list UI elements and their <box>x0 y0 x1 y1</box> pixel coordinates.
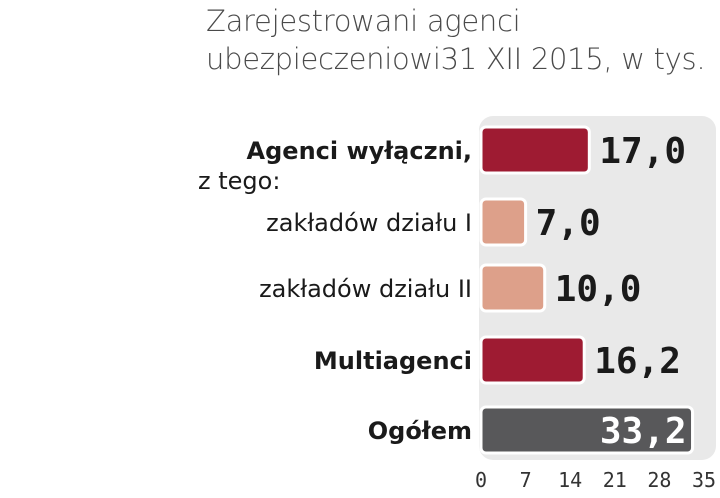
category-label: zakładów działu I <box>266 209 472 237</box>
bar <box>479 197 528 247</box>
category-label: Multiagenci <box>314 347 472 375</box>
value-label: 10,0 <box>555 269 642 310</box>
bar <box>479 263 547 313</box>
value-label: 33,2 <box>600 411 687 452</box>
bar <box>479 405 695 455</box>
x-tick-label: 35 <box>692 468 716 492</box>
value-label: 7,0 <box>536 203 601 244</box>
chart-title-line-1: Zarejestrowani agenci <box>206 4 521 38</box>
x-tick-label: 28 <box>647 468 671 492</box>
x-tick-label: 21 <box>603 468 627 492</box>
value-labels-group: 17,0 7,0 10,0 16,2 33,2 <box>536 131 687 452</box>
chart-title: Zarejestrowani agenci ubezpieczeniowi31 … <box>206 2 706 78</box>
x-tick-label: 14 <box>558 468 582 492</box>
category-label: zakładów działu II <box>259 275 472 303</box>
x-tick-labels-group: 0 7 14 21 28 35 <box>475 468 716 492</box>
x-tick-label: 7 <box>520 468 532 492</box>
category-labels-group: Agenci wyłączni,z tego: zakładów działu I… <box>198 137 472 445</box>
bar <box>479 125 591 175</box>
value-label: 16,2 <box>594 341 681 382</box>
value-label: 17,0 <box>599 131 686 172</box>
bars-group <box>479 125 695 455</box>
x-tick-label: 0 <box>475 468 487 492</box>
chart-title-line-2: ubezpieczeniowi31 XII 2015, w tys. <box>206 42 706 76</box>
bar <box>479 335 586 385</box>
category-label: Agenci wyłączni, <box>247 137 472 165</box>
category-label: Ogółem <box>368 417 472 445</box>
category-label: z tego: <box>198 167 280 195</box>
